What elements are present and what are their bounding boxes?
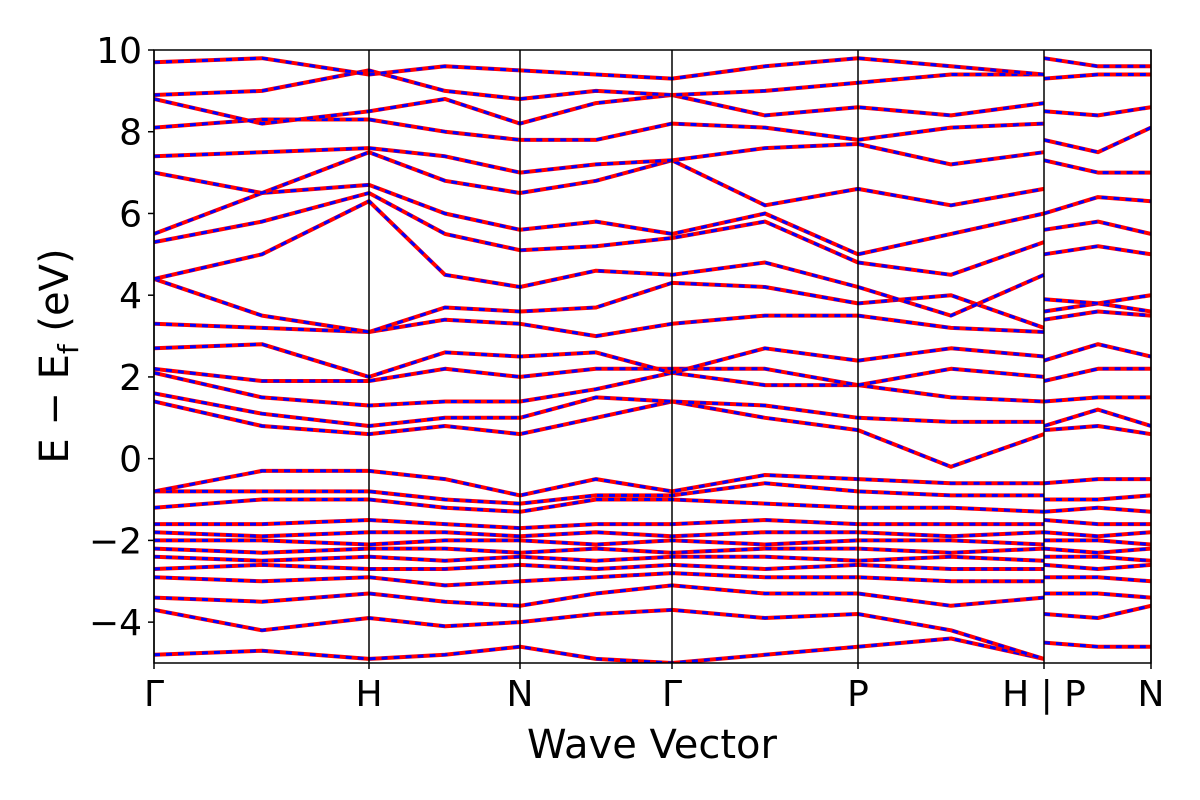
band-line-dashed: [154, 530, 1151, 538]
band-line-dashed: [154, 183, 1151, 256]
y-tick-label: 4: [119, 276, 142, 317]
band-line: [154, 636, 1151, 663]
y-tick-label: 10: [96, 31, 142, 72]
band-line-dashed: [154, 309, 1151, 338]
x-axis-label: Wave Vector: [527, 722, 778, 768]
band-line-dashed: [154, 538, 1151, 547]
band-line: [154, 497, 1151, 514]
band-line-dashed: [154, 199, 1151, 318]
y-tick-label: −4: [89, 603, 142, 644]
band-line-dashed: [154, 636, 1151, 663]
y-tick-label: 8: [119, 113, 142, 154]
band-line-dashed: [154, 191, 1151, 277]
band-line-dashed: [154, 371, 1151, 408]
band-line-dashed: [154, 118, 1151, 154]
band-line-dashed: [154, 277, 1151, 334]
x-tick-label: Γ: [144, 674, 164, 715]
y-tick-label: 6: [119, 194, 142, 235]
band-line-dashed: [154, 547, 1151, 555]
band-line-dashed: [154, 563, 1151, 571]
x-tick-label: H: [355, 674, 382, 715]
x-tick-label: Γ: [662, 674, 682, 715]
band-line-dashed: [154, 571, 1151, 587]
band-line-dashed: [154, 583, 1151, 608]
band-line: [154, 117, 1151, 155]
y-label-main: E − E: [32, 354, 78, 464]
axes: Γ H N Γ P H | P N −4 −2 0 2 4 6 8 10: [89, 31, 1165, 715]
band-line-dashed: [154, 56, 1151, 81]
x-tick-label: N: [507, 674, 534, 715]
bands: [154, 56, 1151, 663]
band-line-dashed: [154, 555, 1151, 563]
band-line-dashed: [154, 399, 1151, 469]
band-line: [154, 277, 1151, 334]
y-tick-label: 0: [119, 440, 142, 481]
band-line: [154, 399, 1151, 469]
band-line-dashed: [154, 604, 1151, 661]
band-line: [154, 93, 1151, 126]
band-line-dashed: [154, 391, 1151, 428]
band-line-dashed: [154, 68, 1151, 101]
y-label-sub: f: [52, 343, 85, 354]
band-line-dashed: [154, 469, 1151, 497]
band-line-dashed: [154, 150, 1151, 215]
band-line-dashed: [154, 518, 1151, 530]
x-tick-label: H | P: [1002, 674, 1086, 715]
band-line-dashed: [154, 342, 1151, 379]
band-line: [154, 583, 1151, 608]
x-tick-label: N: [1138, 674, 1165, 715]
band-line-dashed: [154, 142, 1151, 175]
band-line-dashed: [154, 481, 1151, 506]
x-tick-label: P: [847, 674, 869, 715]
y-tick-label: −2: [89, 521, 142, 562]
y-label-unit: (eV): [32, 248, 78, 344]
y-axis-label: E − Ef (eV): [32, 248, 85, 463]
band-line-dashed: [154, 367, 1151, 387]
y-tick-label: 2: [119, 358, 142, 399]
band-line-dashed: [154, 498, 1151, 514]
band-line-dashed: [154, 93, 1151, 126]
